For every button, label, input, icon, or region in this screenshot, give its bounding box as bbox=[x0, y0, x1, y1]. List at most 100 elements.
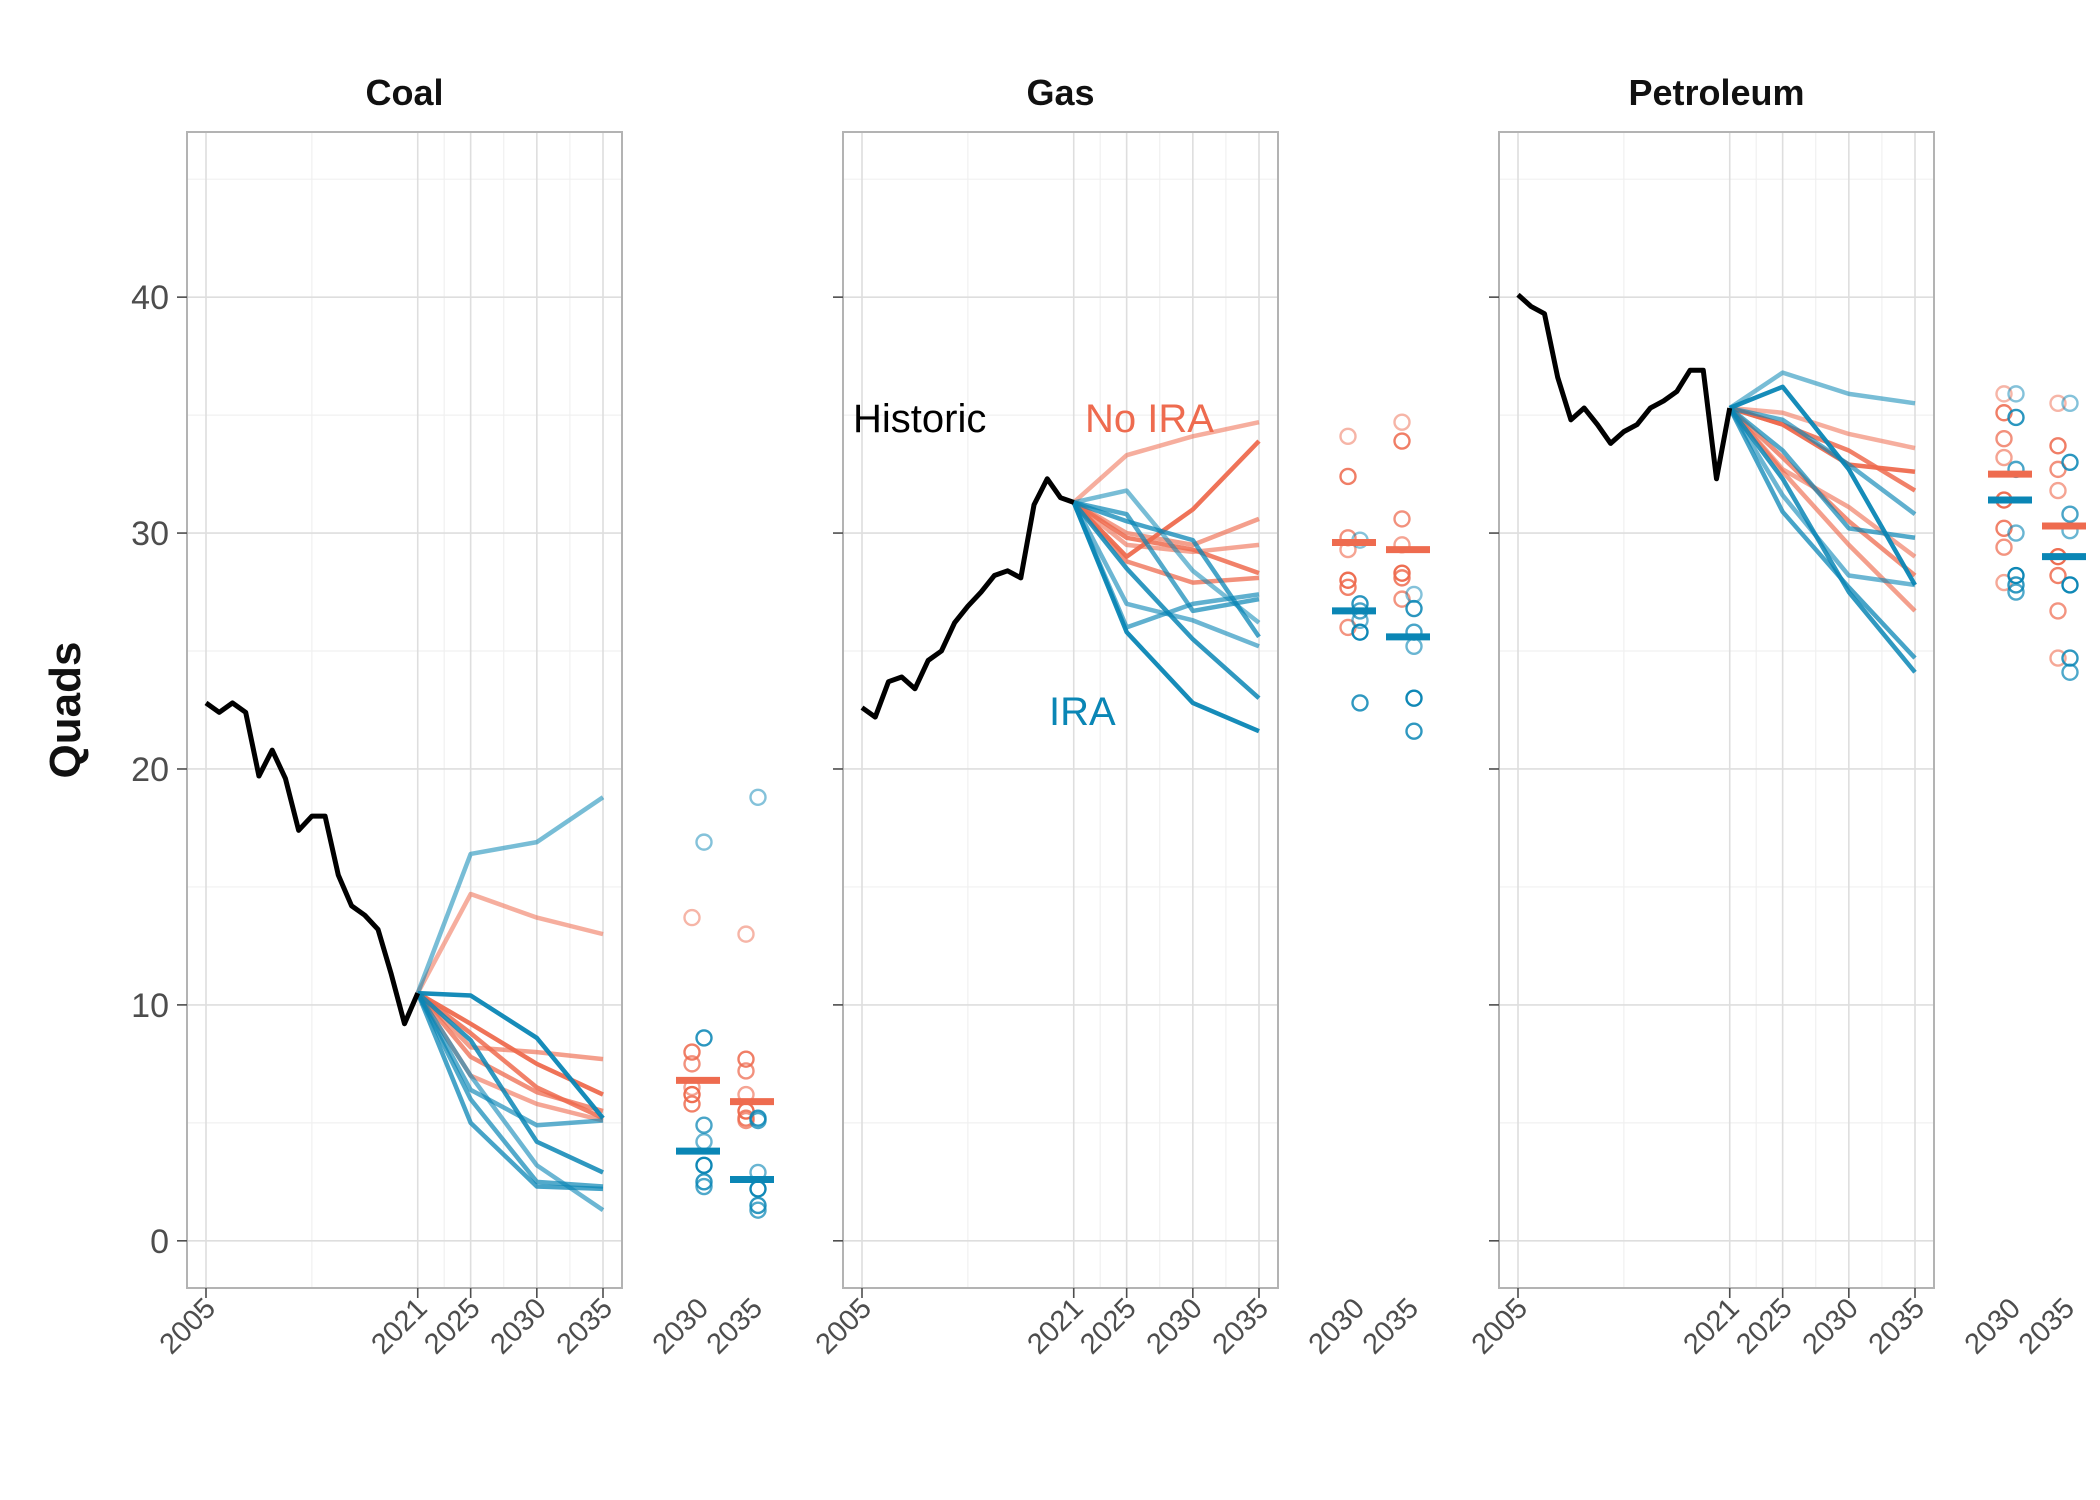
scenario-dot bbox=[1405, 722, 1423, 740]
no-ira-scenario-line bbox=[1072, 500, 1260, 576]
scenario-dot bbox=[2049, 481, 2067, 500]
scenario-dot bbox=[1339, 427, 1357, 446]
scenario-dot bbox=[2061, 394, 2079, 413]
scenario-dot bbox=[695, 1029, 713, 1047]
x-tick-label: 2025 bbox=[418, 1292, 486, 1360]
panel-border bbox=[186, 131, 623, 1289]
dot-column-label: 2035 bbox=[2013, 1292, 2081, 1360]
historic-line bbox=[860, 476, 1075, 720]
scenario-dot bbox=[2061, 505, 2079, 523]
no-ira-scenario-line bbox=[416, 991, 604, 1062]
ira-scenario-line bbox=[1071, 500, 1261, 700]
x-tick-label: 2030 bbox=[1141, 1292, 1209, 1360]
scenario-dot bbox=[2049, 649, 2067, 667]
scenario-dot bbox=[1393, 564, 1411, 582]
scenario-dot bbox=[749, 1201, 767, 1219]
scenario-dot bbox=[683, 1095, 701, 1113]
panel-title: Coal bbox=[365, 72, 443, 113]
panel-border bbox=[842, 131, 1279, 1289]
y-tick-label: 30 bbox=[131, 515, 169, 553]
scenario-dot bbox=[737, 1062, 755, 1080]
x-tick-label: 2021 bbox=[1677, 1292, 1745, 1360]
scenario-dot bbox=[2049, 566, 2067, 585]
scenario-dot bbox=[1405, 689, 1423, 707]
x-tick-label: 2005 bbox=[154, 1292, 222, 1360]
x-tick-label: 2030 bbox=[485, 1292, 553, 1360]
ira-scenario-line bbox=[415, 991, 605, 1213]
ira-scenario-line bbox=[1728, 370, 1916, 410]
scenario-dot bbox=[1393, 510, 1411, 528]
ira-scenario-line bbox=[415, 992, 604, 1189]
scenario-dot bbox=[737, 1050, 755, 1068]
no-ira-scenario-line bbox=[1072, 419, 1260, 505]
ira-scenario-line bbox=[415, 795, 605, 994]
panel-title: Gas bbox=[1026, 72, 1094, 113]
scenario-dot bbox=[1405, 599, 1423, 618]
ira-scenario-line bbox=[416, 991, 604, 1175]
scenario-dot bbox=[2049, 602, 2067, 620]
scenario-dot bbox=[2061, 453, 2079, 471]
scenario-dot bbox=[2007, 385, 2025, 403]
scenario-dot bbox=[1351, 623, 1369, 641]
scenario-dot bbox=[2007, 576, 2025, 594]
scenario-dot bbox=[2007, 583, 2025, 601]
y-tick-label: 20 bbox=[131, 751, 169, 789]
no-ira-scenario-line bbox=[416, 991, 604, 1121]
dot-column-label: 2030 bbox=[1303, 1292, 1371, 1360]
scenario-dot bbox=[695, 1156, 713, 1175]
scenario-dot bbox=[2007, 566, 2025, 585]
scenario-dot bbox=[1339, 578, 1357, 597]
scenario-dot bbox=[2007, 524, 2025, 542]
historic-line bbox=[1516, 292, 1733, 482]
dot-column-label: 2035 bbox=[701, 1292, 769, 1360]
ira-scenario-line bbox=[1729, 405, 1917, 516]
x-tick-label: 2005 bbox=[810, 1292, 878, 1360]
scenario-dot bbox=[2049, 437, 2067, 455]
scenario-dot bbox=[695, 1116, 713, 1134]
panel-border bbox=[1498, 131, 1935, 1289]
scenario-dot bbox=[1393, 569, 1411, 587]
scenario-dot bbox=[1995, 448, 2013, 467]
scenario-dot bbox=[1351, 694, 1369, 712]
historic-line bbox=[204, 700, 421, 1027]
ira-scenario-line bbox=[417, 990, 605, 1120]
x-tick-label: 2035 bbox=[551, 1292, 619, 1360]
scenario-dot bbox=[683, 1043, 701, 1061]
scenario-dot bbox=[749, 1111, 767, 1130]
scenario-dot bbox=[749, 788, 767, 806]
ira-scenario-line bbox=[1727, 406, 1917, 674]
no-ira-scenario-line bbox=[1729, 405, 1917, 493]
ira-scenario-line bbox=[1728, 406, 1916, 541]
scenario-dot bbox=[1995, 538, 2013, 556]
scenario-dot bbox=[2049, 394, 2067, 413]
ira-scenario-line bbox=[1071, 501, 1260, 630]
scenario-dot bbox=[1339, 467, 1357, 486]
scenario-dot bbox=[1393, 413, 1411, 431]
ira-scenario-line bbox=[1073, 500, 1260, 614]
x-tick-label: 2035 bbox=[1207, 1292, 1275, 1360]
scenario-dot bbox=[737, 925, 755, 943]
x-tick-label: 2021 bbox=[1021, 1292, 1089, 1360]
y-tick-label: 0 bbox=[150, 1223, 169, 1261]
scenario-dot bbox=[749, 1180, 767, 1198]
no-ira-scenario-line bbox=[415, 891, 604, 995]
scenario-dot bbox=[1393, 432, 1411, 450]
x-tick-label: 2025 bbox=[1730, 1292, 1798, 1360]
scenario-dot bbox=[1995, 385, 2013, 403]
scenario-dot bbox=[683, 908, 701, 927]
scenario-dot bbox=[1995, 429, 2013, 448]
scenario-dot bbox=[695, 1173, 713, 1191]
ira-scenario-line bbox=[1727, 407, 1917, 660]
x-tick-label: 2025 bbox=[1074, 1292, 1142, 1360]
dot-column-label: 2035 bbox=[1357, 1292, 1425, 1360]
scenario-dot bbox=[1339, 571, 1357, 589]
ira-scenario-line bbox=[1728, 384, 1917, 587]
y-tick-label: 40 bbox=[131, 279, 169, 317]
dot-column-label: 2030 bbox=[647, 1292, 715, 1360]
scenario-dot bbox=[695, 1177, 713, 1196]
x-tick-label: 2021 bbox=[365, 1292, 433, 1360]
